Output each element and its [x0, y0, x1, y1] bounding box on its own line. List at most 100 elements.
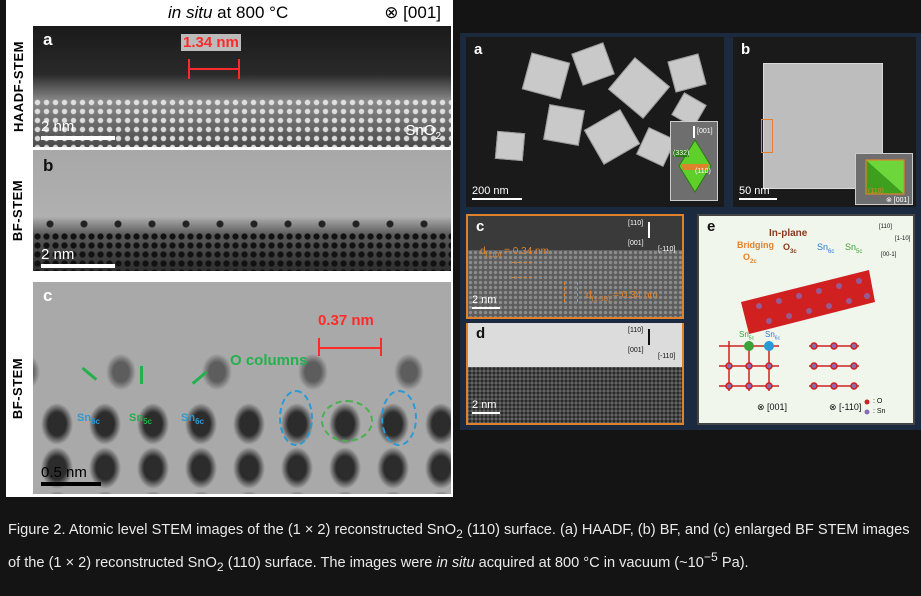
- scale-bar-c: 0.5 nm: [41, 464, 101, 486]
- material-label: SnO2: [405, 122, 441, 142]
- panel-letter-re: e: [707, 218, 716, 235]
- panel-letter-rb: b: [741, 41, 751, 58]
- nanocrystal: [571, 42, 615, 86]
- atom-lattice: [468, 367, 682, 423]
- haadf-panel: a 1.34 nm SnO2 2 nm: [33, 26, 451, 147]
- measurement-tick: [188, 59, 190, 79]
- legend-sn: : Sn: [873, 408, 886, 415]
- o2c-label: O2c: [743, 252, 757, 265]
- view-label: ⊗ [001]: [757, 402, 788, 412]
- vacuum-region: [468, 323, 682, 367]
- axis-arrow: [648, 222, 650, 238]
- scale-bar-rd: 2 nm: [472, 399, 500, 414]
- mode-label-c: BF-STEM: [10, 357, 26, 419]
- d-spacing-marker: [512, 262, 532, 278]
- surface-atoms: [33, 342, 451, 402]
- axis-arrow: [648, 329, 650, 345]
- nanocrystal: [583, 109, 641, 165]
- hrtem-surface-panel: c d(110) = 0.34 nm d(1-10) = 0.34 nm [11…: [466, 214, 684, 319]
- axis-label: [110]: [628, 327, 644, 334]
- left-figure-header: in situ at 800 °C ⊗ [001]: [6, 0, 453, 28]
- inset-facet: (332): [673, 150, 690, 157]
- measurement-c: 0.37 nm: [318, 312, 374, 329]
- nanocrystal: [667, 53, 707, 93]
- o3c-label: O3c: [783, 242, 797, 255]
- structure-model-panel: e In-plane Bridging O2c O3c Sn6c Sn5c [1…: [697, 214, 915, 425]
- measurement-line-c: [319, 347, 381, 349]
- sn5c-label: Sn5c: [845, 242, 863, 255]
- sem-overview-panel: a [001] (332) (110) 200 nm: [466, 37, 724, 207]
- measurement-tick: [318, 338, 320, 356]
- inset-axis: ⊗ [001]: [886, 197, 910, 204]
- sn5c-ring: [321, 400, 373, 442]
- panel-letter-c: c: [43, 286, 53, 305]
- octahedron-inset: [001] (332) (110): [670, 121, 718, 201]
- axis-label: [-110]: [658, 246, 676, 253]
- sn-label: Sn6c: [77, 412, 100, 427]
- octahedron-icon: [678, 139, 712, 193]
- hrtem-profile-panel: d [110] [001] [-110] 2 nm: [466, 323, 684, 425]
- in-plane-label: In-plane: [769, 228, 808, 239]
- inset-facet: (110): [695, 168, 711, 175]
- bridging-label: Bridging: [737, 240, 774, 250]
- view-label: ⊗ [-110]: [829, 402, 862, 412]
- o-columns-label: O columns: [230, 352, 308, 369]
- sem-single-panel: b (110) ⊗ [001] 50 nm: [733, 37, 916, 207]
- d-spacing-label: d(1-10) = 0.34 nm: [586, 290, 658, 303]
- atom-lattice: [468, 250, 682, 317]
- scale-bar-ra: 200 nm: [472, 185, 522, 200]
- nanocrystal: [543, 104, 585, 146]
- measurement-line-a: [189, 68, 239, 70]
- inset-axis: [001]: [697, 128, 713, 135]
- axis-label: [110]: [628, 220, 644, 227]
- inset-arrow: [693, 126, 695, 138]
- sn-label: Sn5c: [129, 412, 152, 427]
- scale-bar-rc: 2 nm: [472, 294, 500, 309]
- slab-model-icon: [719, 270, 875, 415]
- axis-label: [001]: [628, 347, 644, 354]
- nanocrystal: [494, 130, 526, 162]
- bf-enlarged-panel: c 0.37 nm O columns Sn6c Sn5c Sn6c 0.5 n…: [33, 282, 451, 494]
- left-figure: in situ at 800 °C ⊗ [001] HAADF-STEM BF-…: [6, 0, 453, 497]
- d-spacing-label: d(110) = 0.34 nm: [480, 246, 549, 259]
- green-arrow: [140, 366, 143, 384]
- inset-facet: (110): [868, 188, 884, 195]
- cube-inset: (110) ⊗ [001]: [855, 153, 913, 205]
- mode-label-b: BF-STEM: [10, 179, 26, 242]
- mode-label-a: HAADF-STEM: [10, 41, 26, 132]
- axis-label: [110]: [879, 224, 892, 230]
- d-spacing-marker: [564, 282, 578, 302]
- sn6c-label: Sn6c: [817, 242, 835, 255]
- sn6c-ring: [279, 390, 313, 446]
- roi-box: [761, 119, 773, 153]
- sn6c-lower-label: Sn6c: [765, 330, 781, 342]
- right-figure: a [001] (332) (110) 200 nm b (110): [460, 33, 921, 430]
- panel-letter-a: a: [43, 30, 53, 49]
- panel-letter-ra: a: [474, 41, 483, 58]
- sn-label: Sn6c: [181, 412, 204, 427]
- legend-o: : O: [873, 398, 883, 405]
- panel-letter-rc: c: [476, 218, 485, 235]
- zone-axis-label: ⊗ [001]: [384, 3, 441, 22]
- measurement-tick: [380, 338, 382, 356]
- axis-label: [1-10]: [895, 236, 911, 242]
- scale-bar-b: 2 nm: [41, 246, 115, 268]
- vacuum-region: [468, 216, 682, 250]
- axis-label: [001]: [628, 240, 644, 247]
- sn5c-lower-label: Sn5c: [739, 330, 755, 342]
- measurement-a: 1.34 nm: [181, 34, 241, 51]
- measurement-tick: [238, 59, 240, 79]
- bf-panel: b 2 nm: [33, 150, 451, 271]
- figure-caption: Figure 2. Atomic level STEM images of th…: [8, 522, 910, 574]
- scale-bar-rb: 50 nm: [739, 185, 777, 200]
- axis-label: [00-1]: [881, 252, 897, 258]
- condition-label: in situ at 800 °C: [168, 3, 289, 22]
- surface-atoms: [33, 218, 451, 230]
- panel-letter-rd: d: [476, 325, 486, 342]
- axis-label: [-110]: [658, 353, 676, 360]
- sn6c-ring: [381, 390, 417, 446]
- panel-letter-b: b: [43, 156, 54, 175]
- cube-icon: [865, 159, 905, 195]
- nanocrystal: [521, 52, 571, 100]
- scale-bar-a: 2 nm: [41, 118, 115, 140]
